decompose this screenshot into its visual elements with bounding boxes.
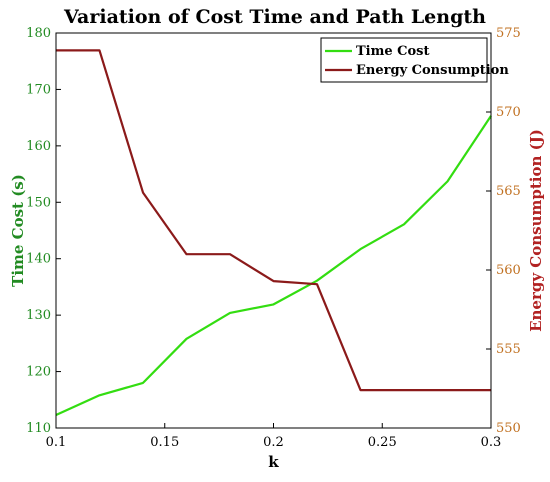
y-left-tick-label: 170 [26,82,51,97]
x-tick-label: 0.3 [481,435,502,450]
y-right-tick-label: 565 [496,184,521,199]
plot-marks [55,49,492,417]
y-left-tick-label: 150 [26,195,51,210]
x-tick-label: 0.1 [46,435,67,450]
plot-frame [55,32,492,429]
legend: Time Cost Energy Consumption [320,37,509,83]
legend-box [320,37,488,83]
legend-label: Time Cost [356,44,430,59]
y-right-tick-label: 560 [496,263,521,278]
y-left-tick-label: 120 [26,365,51,380]
legend-label: Energy Consumption [356,63,509,78]
y-left-tick-label: 110 [26,421,51,436]
y-axis-right-label: Energy Consumption (J) [527,129,545,332]
y-right-tick-label: 570 [496,105,521,120]
chart-title: Variation of Cost Time and Path Length [63,6,486,28]
y-left-tick-label: 160 [26,139,51,154]
x-tick-label: 0.2 [263,435,284,450]
y-left-tick-label: 180 [26,26,51,41]
y-axis-left-label: Time Cost (s) [9,174,27,287]
x-tick-label: 0.15 [150,435,179,450]
y-right-tick-label: 550 [496,421,521,436]
x-tick-label: 0.25 [368,435,397,450]
series-line-time-cost [55,115,492,417]
y-left-tick-label: 130 [26,308,51,323]
y-right-tick-label: 555 [496,342,521,357]
series-line-energy-consumption [56,49,491,392]
axis-ticks: 110 120 130 140 150 160 170 180 550 555 560 565 570 5… [26,26,521,450]
x-axis-label: k [268,453,279,471]
y-left-tick-label: 140 [26,252,51,267]
y-right-tick-label: 575 [496,26,521,41]
